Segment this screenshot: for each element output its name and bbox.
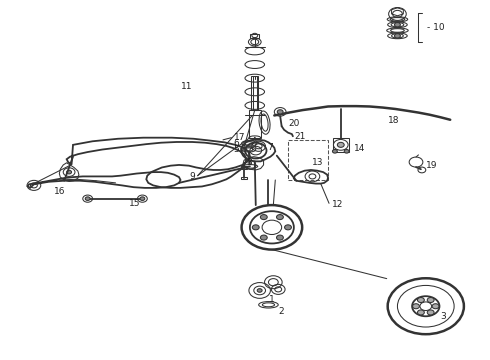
Text: 19: 19 [426, 161, 437, 170]
Text: - 10: - 10 [427, 23, 444, 32]
Text: 11: 11 [181, 82, 192, 91]
Circle shape [285, 225, 292, 230]
Circle shape [257, 289, 262, 292]
Text: 3: 3 [441, 312, 446, 321]
Circle shape [344, 149, 349, 153]
Circle shape [276, 215, 283, 220]
Circle shape [394, 34, 400, 38]
Circle shape [394, 23, 400, 27]
Text: 5: 5 [233, 145, 239, 154]
Bar [251, 76, 258, 110]
Circle shape [85, 197, 90, 201]
Text: 9: 9 [190, 172, 195, 181]
Text: 15: 15 [129, 199, 141, 208]
Bar [241, 166, 247, 168]
Circle shape [427, 297, 434, 302]
Circle shape [252, 225, 259, 230]
Circle shape [140, 197, 145, 201]
Text: 12: 12 [332, 200, 343, 209]
Text: 2: 2 [278, 307, 284, 316]
Text: 14: 14 [353, 144, 365, 153]
Text: 6: 6 [233, 139, 239, 148]
Circle shape [67, 170, 72, 174]
Text: 1: 1 [269, 294, 274, 303]
Bar [253, 76, 257, 110]
Text: 8: 8 [246, 158, 252, 167]
Circle shape [427, 310, 434, 315]
Circle shape [276, 235, 283, 240]
Text: 18: 18 [388, 116, 399, 125]
Bar [249, 110, 261, 138]
Text: 16: 16 [53, 187, 65, 196]
Circle shape [432, 304, 439, 309]
Circle shape [260, 215, 267, 220]
Bar [288, 140, 328, 180]
Circle shape [260, 235, 267, 240]
Circle shape [332, 149, 337, 153]
Circle shape [413, 304, 419, 309]
Text: 7: 7 [267, 143, 273, 152]
Circle shape [417, 310, 424, 315]
Circle shape [417, 297, 424, 302]
Bar [250, 34, 259, 38]
Bar [333, 138, 348, 152]
Text: 13: 13 [313, 158, 324, 167]
Text: 17: 17 [234, 133, 246, 142]
Circle shape [277, 110, 283, 114]
Bar [241, 177, 247, 179]
Circle shape [337, 142, 344, 147]
Text: 20: 20 [288, 119, 299, 128]
Text: 21: 21 [294, 132, 305, 141]
